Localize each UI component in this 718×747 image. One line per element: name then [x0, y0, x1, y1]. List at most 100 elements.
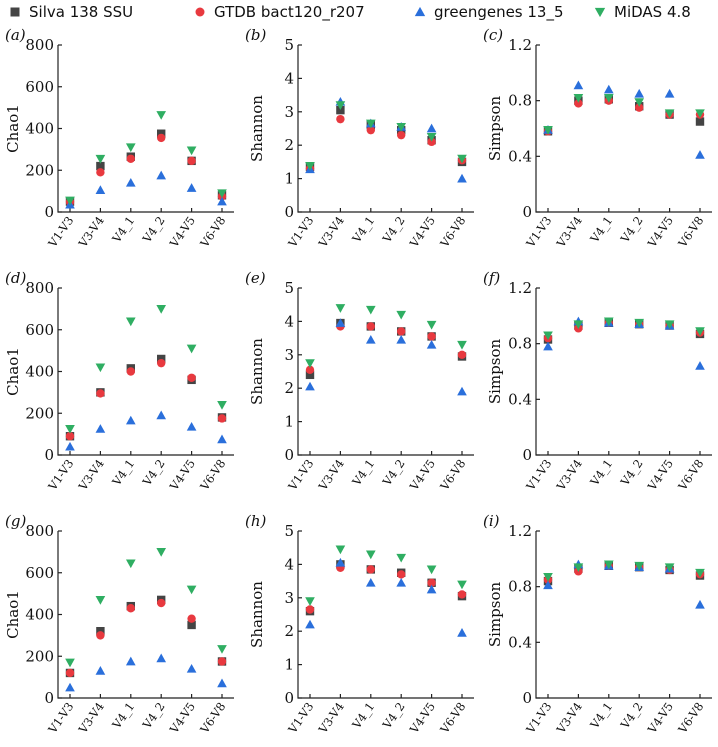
- legend-marker-greengenes-13-5: [414, 6, 426, 17]
- data-point: [96, 161, 105, 171]
- data-point: [186, 344, 197, 354]
- data-point: [457, 154, 467, 164]
- series-greengenes-13-5: [543, 559, 705, 609]
- x-tick-label: V3-V4: [75, 457, 107, 494]
- data-point: [96, 631, 105, 640]
- data-point: [125, 143, 136, 153]
- panel-label: (e): [245, 269, 266, 287]
- data-point: [543, 580, 553, 590]
- data-point: [305, 365, 315, 375]
- data-point: [426, 320, 437, 330]
- legend-label: greengenes 13_5: [434, 3, 564, 22]
- x-tick-label: V4_1: [349, 700, 378, 732]
- data-point: [457, 173, 467, 183]
- panel-label: (d): [5, 269, 26, 287]
- data-point: [397, 130, 406, 140]
- x-tick-label: V4_2: [139, 700, 168, 732]
- x-tick-label: V6-V8: [437, 214, 469, 251]
- data-point: [335, 101, 346, 110]
- y-tick-label: 2: [284, 622, 294, 640]
- data-point: [217, 196, 227, 206]
- data-point: [186, 585, 197, 595]
- data-point: [187, 620, 196, 630]
- x-tick-label: V4_2: [139, 457, 168, 489]
- y-tick-label: 200: [25, 647, 54, 665]
- data-point: [397, 327, 406, 336]
- y-tick-label: 0.8: [508, 92, 532, 110]
- data-point: [396, 553, 407, 563]
- y-tick-label: 0.8: [508, 335, 532, 353]
- data-point: [157, 133, 166, 143]
- x-tick-label: V4-V5: [644, 214, 676, 251]
- legend-item-midas-4-8: MiDAS 4.8: [594, 3, 691, 21]
- y-tick-label: 0: [284, 203, 294, 221]
- data-point: [336, 114, 345, 124]
- data-point: [695, 599, 705, 609]
- series-midas-4-8: [543, 94, 705, 135]
- y-tick-label: 0.4: [508, 390, 532, 408]
- series-gtdb-bact120-r207: [543, 96, 705, 136]
- y-tick-label: 0: [44, 203, 54, 221]
- data-point: [65, 432, 75, 441]
- y-axis-label: Chao1: [4, 104, 22, 153]
- data-point: [365, 334, 376, 344]
- y-tick-label: 200: [25, 161, 54, 179]
- data-point: [574, 99, 583, 108]
- series-gtdb-bact120-r207: [65, 133, 227, 207]
- data-point: [336, 105, 345, 115]
- y-tick-label: 1.2: [508, 522, 532, 540]
- data-point: [65, 425, 75, 434]
- axis-lines: [535, 531, 712, 699]
- data-point: [125, 559, 136, 569]
- data-point: [65, 196, 75, 206]
- data-point: [186, 663, 197, 673]
- legend-label: Silva 138 SSU: [29, 3, 133, 21]
- y-tick-label: 3: [284, 103, 294, 121]
- y-tick-label: 600: [25, 564, 54, 582]
- x-tick-label: V3-V4: [75, 214, 107, 251]
- x-tick-label: V3-V4: [553, 457, 585, 494]
- y-axis-label: Simpson: [486, 96, 504, 162]
- series-midas-4-8: [543, 560, 705, 582]
- legend-marker-gtdb-bact120-r207: [195, 7, 205, 17]
- series-silva-138-ssu: [543, 318, 705, 344]
- y-tick-label: 400: [25, 120, 54, 138]
- data-point: [695, 109, 705, 119]
- data-point: [543, 331, 553, 341]
- data-point: [365, 577, 376, 587]
- series-gtdb-bact120-r207: [65, 598, 227, 678]
- data-point: [65, 682, 75, 692]
- legend: Silva 138 SSU GTDB bact120_r207 greengenes…: [10, 3, 691, 22]
- y-tick-label: 0: [44, 446, 54, 464]
- series-silva-138-ssu: [305, 105, 467, 172]
- data-point: [217, 401, 227, 410]
- data-point: [427, 578, 436, 587]
- data-point: [65, 668, 75, 678]
- y-tick-label: 400: [25, 606, 54, 624]
- legend-marker-midas-4-8: [594, 7, 606, 18]
- data-point: [65, 441, 75, 451]
- data-point: [457, 590, 467, 599]
- x-tick-label: V3-V4: [75, 700, 107, 737]
- data-point: [217, 414, 227, 423]
- series-silva-138-ssu: [543, 561, 705, 586]
- data-point: [573, 320, 584, 330]
- x-tick-label: V6-V8: [197, 700, 229, 737]
- data-point: [157, 358, 166, 368]
- axis-lines: [297, 288, 474, 456]
- data-point: [126, 604, 135, 613]
- x-tick-label: V3-V4: [553, 214, 585, 251]
- data-point: [457, 580, 467, 590]
- y-tick-label: 400: [25, 363, 54, 381]
- series-midas-4-8: [65, 111, 227, 206]
- axis-lines: [535, 288, 712, 456]
- y-tick-label: 0: [44, 689, 54, 707]
- data-point: [426, 565, 437, 575]
- x-tick-label: V4-V5: [644, 457, 676, 494]
- data-point: [573, 563, 584, 573]
- data-point: [365, 305, 376, 315]
- data-point: [695, 117, 705, 126]
